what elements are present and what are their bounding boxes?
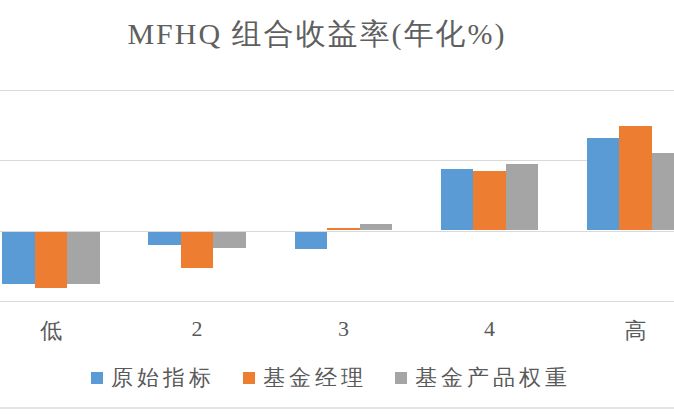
gridline bbox=[0, 160, 674, 161]
bar-原始指标-低 bbox=[2, 232, 35, 284]
bar-原始指标-2 bbox=[148, 232, 181, 245]
bar-基金经理-低 bbox=[35, 232, 68, 289]
bar-原始指标-高 bbox=[587, 138, 620, 231]
bar-基金经理-高 bbox=[619, 126, 652, 230]
legend-label: 原始指标 bbox=[111, 363, 215, 393]
x-axis-label-高: 高 bbox=[625, 316, 647, 346]
bar-基金产品权重-低 bbox=[67, 232, 100, 285]
bar-基金经理-4 bbox=[473, 171, 506, 231]
gridline bbox=[0, 301, 674, 302]
bottom-divider-line bbox=[0, 407, 674, 409]
bar-基金经理-2 bbox=[181, 232, 214, 269]
bar-基金产品权重-高 bbox=[652, 153, 674, 230]
legend-swatch-icon bbox=[395, 372, 407, 384]
legend-item-原始指标: 原始指标 bbox=[91, 363, 215, 393]
chart: MFHQ 组合收益率(年化%) 低 2 3 4 高 原始指标 基金经理 基金产品权重 bbox=[0, 0, 674, 415]
legend-item-基金产品权重: 基金产品权重 bbox=[395, 363, 571, 393]
chart-title: MFHQ 组合收益率(年化%) bbox=[127, 14, 506, 55]
gridline bbox=[0, 90, 674, 91]
legend-label: 基金产品权重 bbox=[415, 363, 571, 393]
x-axis-label-低: 低 bbox=[40, 316, 62, 346]
bar-基金产品权重-2 bbox=[213, 232, 246, 249]
bar-基金经理-3 bbox=[327, 228, 360, 230]
bar-原始指标-3 bbox=[295, 232, 328, 250]
legend-swatch-icon bbox=[91, 372, 103, 384]
gridline bbox=[0, 231, 674, 232]
legend-swatch-icon bbox=[243, 372, 255, 384]
bar-基金产品权重-4 bbox=[506, 164, 539, 231]
legend: 原始指标 基金经理 基金产品权重 bbox=[91, 363, 571, 393]
legend-item-基金经理: 基金经理 bbox=[243, 363, 367, 393]
x-axis-label-4: 4 bbox=[484, 316, 495, 342]
x-axis-label-3: 3 bbox=[338, 316, 349, 342]
bar-原始指标-4 bbox=[441, 169, 474, 231]
legend-label: 基金经理 bbox=[263, 363, 367, 393]
x-axis-label-2: 2 bbox=[192, 316, 203, 342]
bar-基金产品权重-3 bbox=[360, 224, 393, 230]
